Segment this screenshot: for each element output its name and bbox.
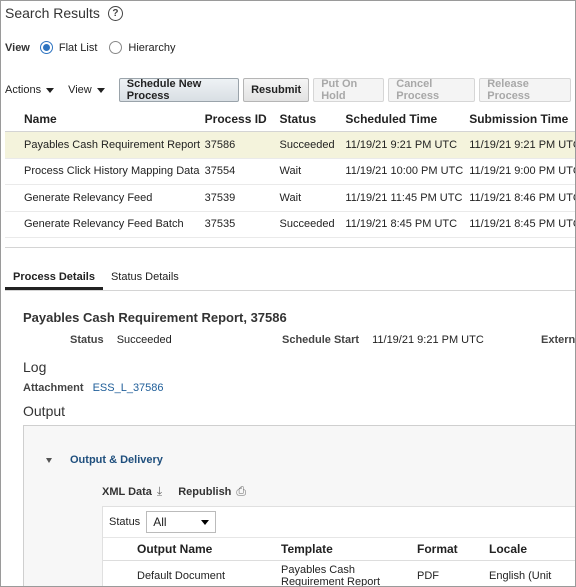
output-table: Output Name Template Format Locale Defau… — [103, 537, 575, 587]
actions-menu[interactable]: Actions — [5, 84, 55, 96]
release-process-button[interactable]: Release Process — [479, 78, 571, 102]
tab-process-details[interactable]: Process Details — [5, 271, 103, 290]
table-row[interactable]: Process Click History Mapping Data 37554… — [5, 159, 576, 185]
cell-process-id: 37539 — [204, 191, 236, 204]
attachment-field: Attachment ESS_L_37586 — [23, 382, 164, 394]
cell-status: Succeeded — [279, 218, 335, 231]
output-actions: XML Data ⤓ Republish ⎙ — [102, 484, 262, 499]
cell-submission-time: 11/19/21 9:00 PM UTC — [469, 165, 576, 178]
column-header-output-name[interactable]: Output Name — [137, 542, 213, 556]
page-header: Search Results ? — [5, 3, 123, 23]
output-table-header: Output Name Template Format Locale — [103, 537, 575, 561]
column-header-template[interactable]: Template — [281, 542, 333, 556]
chevron-down-icon — [96, 87, 105, 93]
view-mode-selector: View Flat List Hierarchy — [5, 41, 187, 54]
cell-submission-time: 11/19/21 9:21 PM UTC — [469, 138, 576, 151]
column-header-format[interactable]: Format — [417, 542, 458, 556]
resubmit-button[interactable]: Resubmit — [243, 78, 310, 102]
download-icon[interactable]: ⤓ — [156, 484, 163, 498]
cell-scheduled-time: 11/19/21 9:21 PM UTC — [345, 138, 458, 151]
output-panel: Output & Delivery XML Data ⤓ Republish ⎙… — [23, 425, 575, 587]
view-label: View — [5, 41, 30, 54]
column-header-submission-time[interactable]: Submission Time — [469, 111, 569, 126]
output-list-container: Status All Output Name Template Format L… — [102, 506, 575, 587]
output-heading: Output — [23, 403, 66, 419]
schedule-start-field: Schedule Start 11/19/21 9:21 PM UTC — [282, 334, 484, 346]
status-field: Status Succeeded — [70, 334, 172, 346]
chevron-down-icon — [201, 519, 210, 525]
status-filter-label: Status — [109, 516, 141, 528]
column-header-status[interactable]: Status — [279, 111, 317, 126]
cell-submission-time: 11/19/21 8:46 PM UTC — [469, 191, 576, 204]
results-toolbar: Actions View Schedule New Process Resubm… — [5, 76, 575, 104]
collapse-triangle-icon[interactable] — [46, 457, 52, 463]
output-delivery-header[interactable]: Output & Delivery — [46, 454, 163, 466]
details-tabs: Process Details Status Details — [5, 263, 575, 291]
status-filter: Status All — [109, 511, 217, 533]
cancel-process-button[interactable]: Cancel Process — [388, 78, 476, 102]
tab-status-details[interactable]: Status Details — [110, 271, 179, 283]
cell-process-id: 37586 — [204, 138, 236, 151]
cell-scheduled-time: 11/19/21 10:00 PM UTC — [345, 165, 464, 178]
page-title: Search Results — [5, 5, 100, 21]
cell-locale: English (Unit — [489, 570, 552, 582]
external-field: Externa — [541, 334, 576, 346]
cell-format: PDF — [417, 570, 439, 582]
table-row[interactable]: Generate Relevancy Feed Batch 37535 Succ… — [5, 212, 576, 238]
cell-name: Process Click History Mapping Data — [24, 165, 200, 178]
hierarchy-option[interactable]: Hierarchy — [109, 41, 175, 54]
cell-submission-time: 11/19/21 8:45 PM UTC — [469, 218, 576, 231]
view-menu-label: View — [68, 84, 92, 96]
cell-scheduled-time: 11/19/21 11:45 PM UTC — [345, 191, 463, 204]
table-row[interactable]: Generate Relevancy Feed 37539 Wait 11/19… — [5, 185, 576, 212]
status-filter-select[interactable]: All — [146, 511, 217, 533]
table-row[interactable]: Default Document Payables Cash Requireme… — [103, 561, 575, 587]
cell-process-id: 37535 — [204, 218, 236, 231]
actions-menu-label: Actions — [5, 84, 42, 96]
cell-status: Succeeded — [279, 138, 335, 151]
cell-output-name: Default Document — [137, 570, 226, 582]
cell-template: Payables Cash Requirement Report — [281, 564, 381, 587]
put-on-hold-button[interactable]: Put On Hold — [313, 78, 385, 102]
republish-label[interactable]: Republish — [178, 485, 232, 498]
cell-process-id: 37554 — [204, 165, 236, 178]
cell-name: Generate Relevancy Feed — [24, 191, 153, 204]
cell-status: Wait — [279, 165, 302, 178]
cell-name: Payables Cash Requirement Report — [24, 138, 201, 151]
chevron-down-icon — [46, 87, 55, 93]
help-icon[interactable]: ? — [107, 5, 123, 21]
status-field-label: Status — [70, 334, 104, 346]
column-header-name[interactable]: Name — [24, 111, 57, 126]
hierarchy-radio[interactable] — [109, 41, 123, 54]
column-header-locale[interactable]: Locale — [489, 542, 528, 556]
cell-name: Generate Relevancy Feed Batch — [24, 218, 184, 231]
table-divider — [5, 247, 575, 248]
external-field-label: Externa — [541, 334, 576, 346]
schedule-start-label: Schedule Start — [282, 334, 360, 346]
process-details-title: Payables Cash Requirement Report, 37586 — [23, 310, 287, 325]
attachment-label: Attachment — [23, 382, 84, 394]
cell-status: Wait — [279, 191, 302, 204]
schedule-new-process-button[interactable]: Schedule New Process — [118, 78, 240, 102]
results-table: Name Process ID Status Scheduled Time Su… — [5, 106, 576, 238]
hierarchy-label: Hierarchy — [128, 41, 176, 54]
status-field-value: Succeeded — [116, 334, 172, 346]
flat-list-radio[interactable] — [39, 41, 53, 54]
status-filter-value: All — [153, 515, 167, 529]
log-heading: Log — [23, 359, 47, 375]
schedule-start-value: 11/19/21 9:21 PM UTC — [372, 334, 484, 346]
flat-list-option[interactable]: Flat List — [39, 41, 98, 54]
flat-list-label: Flat List — [58, 41, 98, 54]
output-delivery-label: Output & Delivery — [70, 454, 163, 466]
view-menu[interactable]: View — [68, 84, 105, 96]
cell-scheduled-time: 11/19/21 8:45 PM UTC — [345, 218, 458, 231]
results-table-header: Name Process ID Status Scheduled Time Su… — [5, 106, 575, 132]
republish-icon[interactable]: ⎙ — [236, 484, 247, 498]
table-row[interactable]: Payables Cash Requirement Report 37586 S… — [5, 132, 576, 159]
xml-data-label[interactable]: XML Data — [102, 485, 152, 498]
column-header-scheduled-time[interactable]: Scheduled Time — [345, 111, 438, 126]
attachment-link[interactable]: ESS_L_37586 — [92, 382, 164, 394]
column-header-process-id[interactable]: Process ID — [204, 111, 267, 126]
